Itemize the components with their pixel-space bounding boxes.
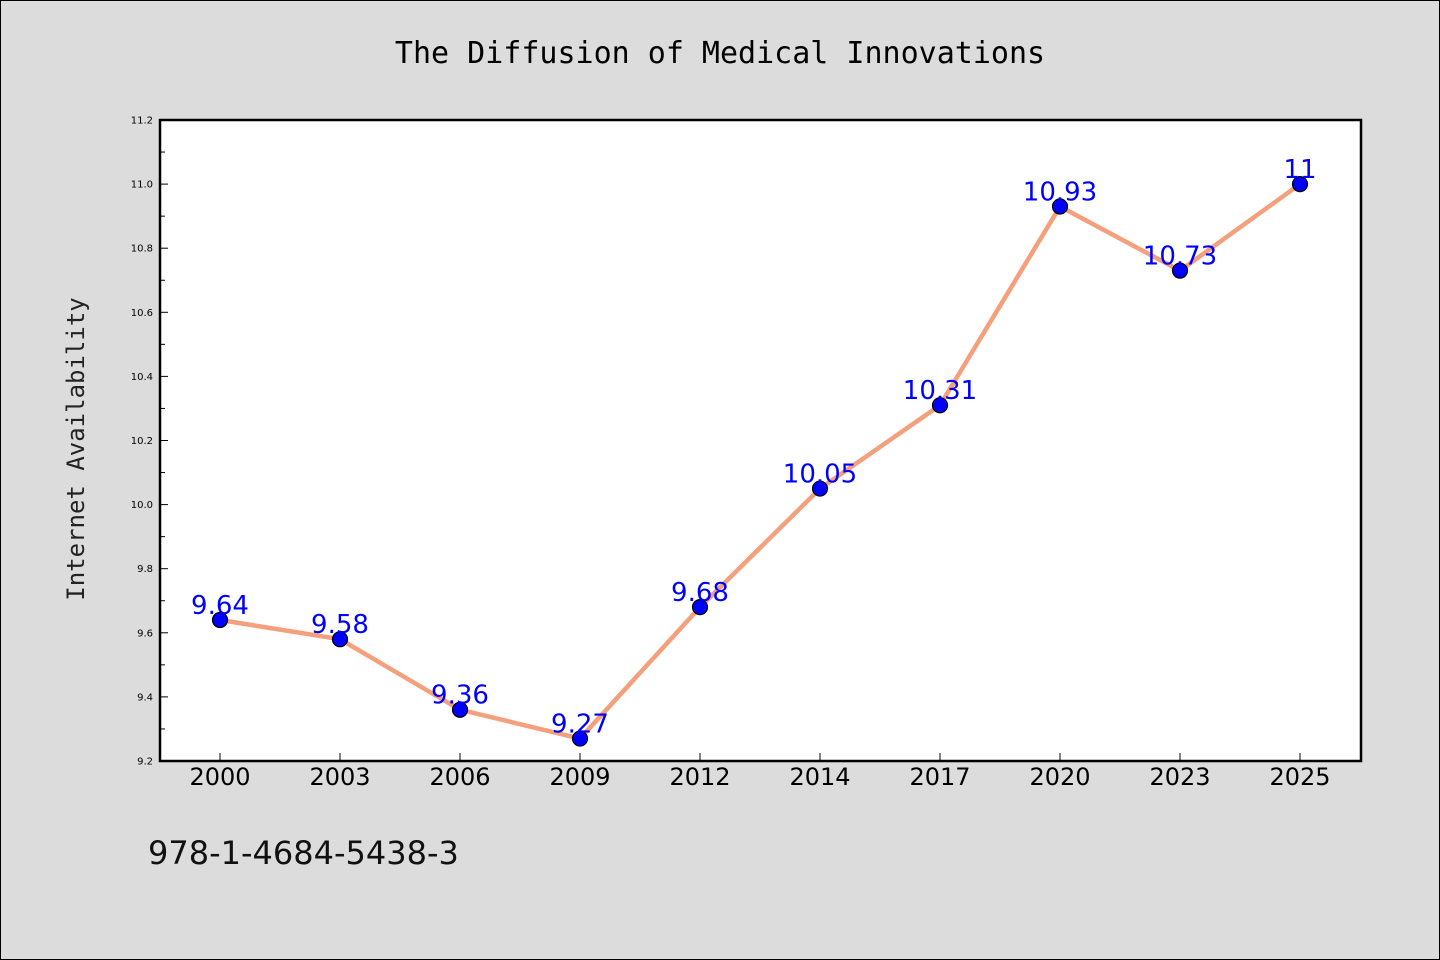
- data-labels: 9.64 9.58 9.36 9.27 9.68 10.05 10.31 10.93 10.73…: [191, 155, 1316, 739]
- x-tick-label: 2020: [1029, 763, 1090, 791]
- footer-code: 978-1-4684-5438-3: [148, 834, 459, 872]
- x-axis: 2000 2003 2006 2009 2012 2014 2017 2020 2023 2025: [189, 753, 1331, 791]
- x-tick-label: 2006: [429, 763, 490, 791]
- data-label: 9.36: [431, 681, 489, 711]
- data-point: [1171, 262, 1189, 279]
- y-tick-label: 11.2: [131, 116, 153, 127]
- data-point: [1291, 176, 1309, 193]
- y-tick-label: 10.0: [131, 500, 153, 511]
- x-tick-label: 2009: [549, 763, 610, 791]
- data-point: [571, 730, 589, 747]
- data-label: 9.27: [551, 710, 609, 740]
- x-tick-label: 2003: [309, 763, 370, 791]
- series-line: [217, 181, 1303, 741]
- data-label: 9.68: [671, 578, 729, 608]
- y-tick-label: 10.6: [131, 308, 153, 319]
- x-tick-label: 2017: [909, 763, 970, 791]
- plot-area: [158, 118, 1363, 763]
- chart-title: The Diffusion of Medical Innovations: [395, 36, 1045, 71]
- data-label: 9.64: [191, 591, 249, 621]
- x-tick-label: 2025: [1269, 763, 1330, 791]
- data-point: [811, 480, 829, 497]
- x-tick-label: 2023: [1149, 763, 1210, 791]
- data-point: [931, 397, 949, 414]
- data-point: [1051, 198, 1069, 215]
- data-label: 10.73: [1143, 242, 1217, 272]
- x-tick-label: 2012: [669, 763, 730, 791]
- y-tick-label: 10.4: [131, 372, 153, 383]
- y-tick-label: 9.8: [137, 564, 153, 575]
- y-axis-label: Internet Availability: [62, 297, 90, 600]
- y-tick-label: 9.4: [137, 692, 153, 703]
- y-tick-label: 10.2: [131, 436, 153, 447]
- data-point: [691, 599, 709, 616]
- data-point: [331, 631, 349, 648]
- data-label: 10.31: [903, 376, 977, 406]
- y-tick-label: 9.6: [137, 628, 153, 639]
- data-point: [211, 611, 229, 629]
- data-label: 10.05: [783, 460, 857, 490]
- data-point: [451, 701, 469, 718]
- y-tick-label: 11.0: [131, 180, 153, 191]
- y-tick-label: 9.2: [137, 757, 153, 768]
- data-label: 10.93: [1023, 178, 1097, 208]
- data-label: 9.58: [311, 610, 369, 640]
- y-tick-label: 10.8: [131, 244, 153, 255]
- x-tick-label: 2000: [189, 763, 250, 791]
- y-axis: 9.2 9.4 9.6 9.8 10.0 10.2 10.4 10.6 10.8 11.0 11.2: [131, 116, 168, 768]
- data-label: 11: [1283, 155, 1316, 185]
- data-points: [211, 176, 1309, 747]
- x-tick-label: 2014: [789, 763, 850, 791]
